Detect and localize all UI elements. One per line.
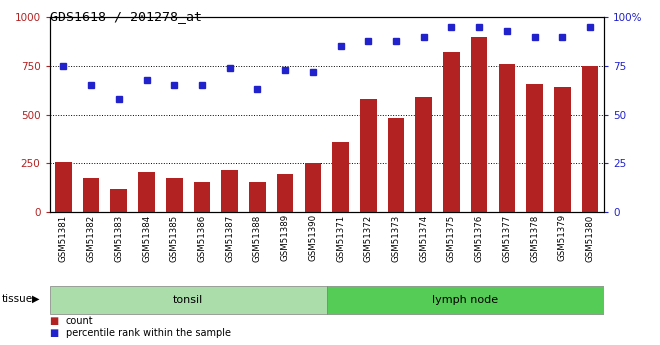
Text: GSM51382: GSM51382	[86, 214, 96, 262]
Text: ▶: ▶	[32, 294, 39, 304]
Bar	[581, 66, 599, 212]
Bar	[526, 83, 543, 212]
Text: GSM51377: GSM51377	[502, 214, 512, 262]
Bar	[304, 164, 321, 212]
Text: GSM51375: GSM51375	[447, 214, 456, 262]
Bar	[498, 64, 515, 212]
Text: GSM51372: GSM51372	[364, 214, 373, 262]
Bar	[138, 172, 155, 212]
Bar	[387, 118, 405, 212]
Bar	[193, 182, 211, 212]
Bar	[50, 286, 327, 314]
Text: tissue: tissue	[1, 294, 32, 304]
Text: GSM51385: GSM51385	[170, 214, 179, 262]
Text: GSM51387: GSM51387	[225, 214, 234, 262]
Bar	[332, 142, 349, 212]
Text: ■: ■	[50, 328, 59, 338]
Text: GSM51384: GSM51384	[142, 214, 151, 262]
Bar	[55, 162, 72, 212]
Bar	[443, 52, 460, 212]
Bar	[415, 97, 432, 212]
Text: GDS1618 / 201278_at: GDS1618 / 201278_at	[50, 10, 201, 23]
Bar	[554, 87, 571, 212]
Text: GSM51381: GSM51381	[59, 214, 68, 262]
Bar	[327, 286, 604, 314]
Bar	[110, 189, 127, 212]
Text: ■: ■	[50, 316, 59, 326]
Text: GSM51374: GSM51374	[419, 214, 428, 262]
Bar	[249, 182, 266, 212]
Bar	[471, 37, 488, 212]
Bar	[277, 174, 294, 212]
Text: GSM51373: GSM51373	[391, 214, 401, 262]
Text: GSM51388: GSM51388	[253, 214, 262, 262]
Text: tonsil: tonsil	[173, 295, 203, 305]
Bar	[360, 99, 377, 212]
Text: GSM51386: GSM51386	[197, 214, 207, 262]
Text: lymph node: lymph node	[432, 295, 498, 305]
Text: percentile rank within the sample: percentile rank within the sample	[66, 328, 231, 338]
Text: GSM51376: GSM51376	[475, 214, 484, 262]
Text: GSM51383: GSM51383	[114, 214, 123, 262]
Text: GSM51379: GSM51379	[558, 214, 567, 262]
Bar	[166, 178, 183, 212]
Text: GSM51378: GSM51378	[530, 214, 539, 262]
Text: GSM51371: GSM51371	[336, 214, 345, 262]
Bar	[82, 178, 100, 212]
Text: GSM51390: GSM51390	[308, 214, 317, 262]
Text: count: count	[66, 316, 94, 326]
Text: GSM51389: GSM51389	[280, 214, 290, 262]
Text: GSM51380: GSM51380	[585, 214, 595, 262]
Bar	[221, 170, 238, 212]
